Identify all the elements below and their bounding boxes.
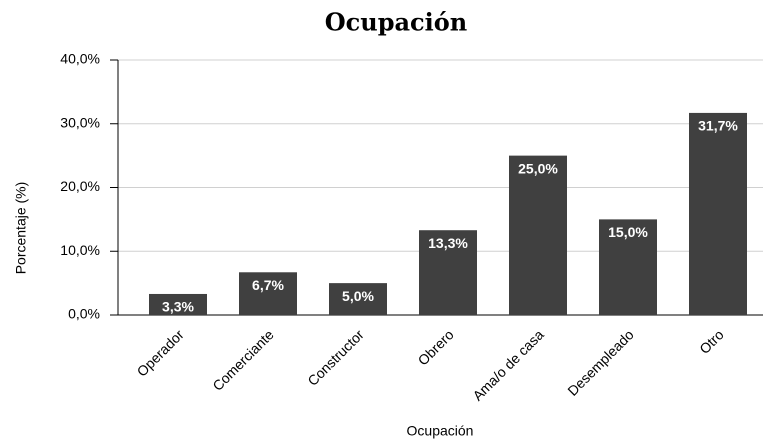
bar (239, 272, 297, 315)
x-axis-label: Ocupación (407, 423, 474, 439)
y-axis-label: Porcentaje (%) (13, 182, 29, 275)
value-label: 25,0% (518, 160, 558, 176)
bar (689, 112, 747, 315)
x-tick-label: Desempleado (564, 326, 637, 399)
x-tick-label: Operador (134, 326, 187, 379)
y-tick-label: 30,0% (60, 114, 100, 130)
y-tick-label: 40,0% (60, 51, 100, 67)
value-label: 3,3% (162, 299, 194, 315)
x-tick-label: Constructor (304, 326, 367, 389)
y-tick-label: 10,0% (60, 242, 100, 258)
bar (329, 283, 387, 315)
y-tick-label: 20,0% (60, 178, 100, 194)
x-tick-label: Ama/o de casa (469, 326, 546, 403)
bar (599, 219, 657, 315)
chart-title: Ocupación (325, 8, 468, 37)
value-label: 15,0% (608, 224, 648, 240)
bar (149, 293, 207, 315)
x-tick-label: Otro (696, 326, 727, 357)
value-label: 5,0% (342, 288, 374, 304)
x-tick-label: Obrero (415, 326, 457, 368)
value-label: 13,3% (428, 235, 468, 251)
x-tick-label: Comerciante (209, 326, 277, 394)
bar (509, 155, 567, 315)
value-label: 31,7% (698, 118, 738, 134)
value-label: 6,7% (252, 277, 284, 293)
bar (419, 230, 477, 315)
y-tick-label: 0,0% (68, 306, 100, 322)
